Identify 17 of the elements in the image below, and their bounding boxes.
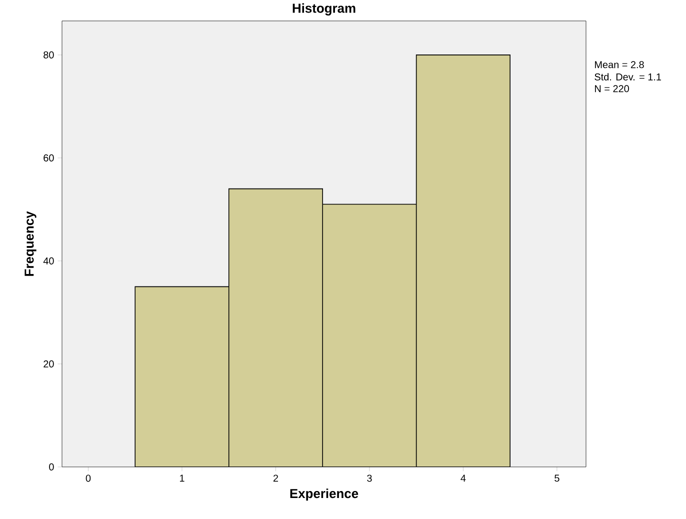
y-axis-title: Frequency [24, 211, 36, 276]
text: N = 220 [595, 85, 629, 92]
y-tick-label: 20 [44, 360, 54, 368]
x-tick-label: 0 [86, 474, 91, 482]
y-tick-label: 40 [43, 257, 54, 264]
x-tick-label: 3 [367, 474, 372, 482]
text: Std. Dev. = 1.1 [594, 73, 662, 80]
x-tick-label: 5 [554, 474, 560, 482]
y-tick-label: 0 [49, 463, 54, 470]
y-tick-label: 60 [44, 154, 54, 162]
text: Mean = 2.8 [595, 61, 644, 68]
chart-title: Histogram [292, 3, 356, 16]
y-tick-label: 80 [44, 51, 54, 58]
x-axis-title: Experience [290, 488, 358, 501]
x-tick-label: 4 [460, 474, 466, 482]
x-tick-label: 2 [273, 474, 278, 482]
x-tick-label: 1 [180, 474, 184, 482]
